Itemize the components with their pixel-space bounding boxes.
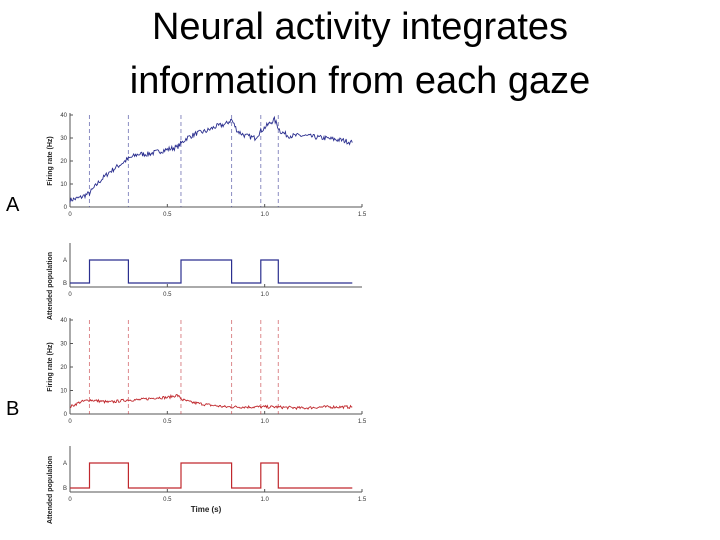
- x-tick-label-3-3: 1.5: [358, 497, 367, 503]
- y-tick-label-2-0: 0: [64, 412, 68, 418]
- x-tick-label-3-2: 1.0: [260, 497, 269, 503]
- y-tick-label-1-1: B: [63, 281, 67, 287]
- y-tick-label-0-4: 40: [60, 113, 67, 119]
- x-tick-label-1-2: 1.0: [260, 292, 269, 298]
- y-tick-label-2-4: 40: [60, 318, 67, 324]
- x-tick-label-0-1: 0.5: [163, 212, 172, 218]
- y-tick-label-0-0: 0: [64, 205, 68, 211]
- x-tick-label-0-2: 1.0: [260, 212, 269, 218]
- series-line-0-0: [69, 115, 353, 203]
- x-tick-label-2-2: 1.0: [260, 419, 269, 425]
- x-axis-label-3: Time (s): [191, 505, 222, 514]
- panel-label-b: B: [6, 398, 20, 420]
- slide-title-line-1: Neural activity integrates: [151, 6, 569, 48]
- y-tick-label-0-1: 10: [60, 182, 67, 188]
- x-tick-label-2-1: 0.5: [163, 419, 172, 425]
- y-tick-label-2-2: 20: [60, 365, 67, 371]
- y-tick-label-2-1: 10: [60, 389, 67, 395]
- y-axis-label-2: Firing rate (Hz): [47, 342, 54, 391]
- x-tick-label-1-1: 0.5: [163, 292, 172, 298]
- y-tick-label-3-0: A: [63, 461, 67, 467]
- slide-title-line-2: information from each gaze: [129, 60, 591, 102]
- series-line-1-0: [70, 259, 353, 284]
- x-tick-label-3-1: 0.5: [163, 497, 172, 503]
- x-tick-label-0-3: 1.5: [358, 212, 367, 218]
- series-line-2-0: [69, 393, 353, 411]
- x-tick-label-2-3: 1.5: [358, 419, 367, 425]
- y-tick-label-3-1: B: [63, 486, 67, 492]
- y-tick-label-1-0: A: [63, 258, 67, 264]
- x-tick-label-2-0: 0: [68, 419, 72, 425]
- x-tick-label-3-0: 0: [68, 497, 72, 503]
- panel-label-a: A: [6, 194, 20, 216]
- x-tick-label-0-0: 0: [68, 212, 72, 218]
- y-tick-label-0-3: 30: [60, 136, 67, 142]
- series-line-3-0: [70, 462, 353, 489]
- x-tick-label-1-0: 0: [68, 292, 72, 298]
- y-tick-label-2-3: 30: [60, 342, 67, 348]
- y-axis-label-1: Attended population: [47, 252, 54, 320]
- y-tick-label-0-2: 20: [60, 159, 67, 165]
- y-axis-label-3: Attended population: [47, 456, 54, 524]
- slide-title: Neural activity integrates information f…: [0, 0, 720, 108]
- y-axis-label-0: Firing rate (Hz): [47, 136, 54, 185]
